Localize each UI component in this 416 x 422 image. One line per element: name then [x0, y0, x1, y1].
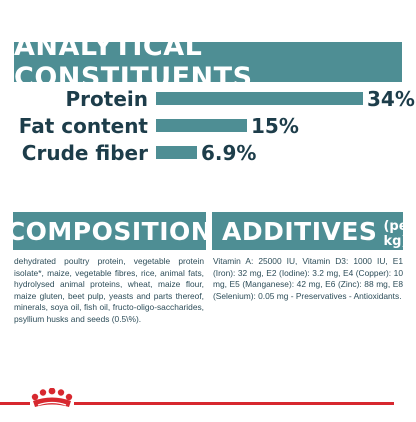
constituent-label: Crude fiber — [21, 141, 148, 165]
additives-title-text: ADDITIVES — [222, 216, 378, 246]
composition-text: dehydrated poultry protein, vegetable pr… — [14, 256, 204, 324]
constituent-bar — [156, 146, 197, 159]
royal-canin-crown-icon — [31, 388, 73, 407]
composition-title: COMPOSITION — [7, 212, 212, 250]
constituent-bar — [156, 119, 247, 132]
additives-title: ADDITIVES (per kg) — [212, 212, 414, 250]
constituent-value: 15% — [251, 114, 299, 138]
constituent-row-protein: Protein 34% — [0, 87, 416, 111]
constituent-bar — [156, 92, 363, 105]
constituent-value: 6.9% — [201, 141, 257, 165]
additives-title-suffix: (per kg) — [383, 219, 414, 249]
constituent-row-fiber: Crude fiber 6.9% — [0, 141, 416, 165]
constituent-label: Protein — [65, 87, 148, 111]
footer-red-line — [0, 402, 394, 405]
constituent-value: 34% — [367, 87, 415, 111]
constituent-label: Fat content — [18, 114, 148, 138]
analytics-title: ANALYTICAL CONSTITUENTS — [14, 31, 402, 93]
additives-text: Vitamin A: 25000 IU, Vitamin D3: 1000 IU… — [213, 256, 403, 301]
constituent-row-fat: Fat content 15% — [0, 114, 416, 138]
